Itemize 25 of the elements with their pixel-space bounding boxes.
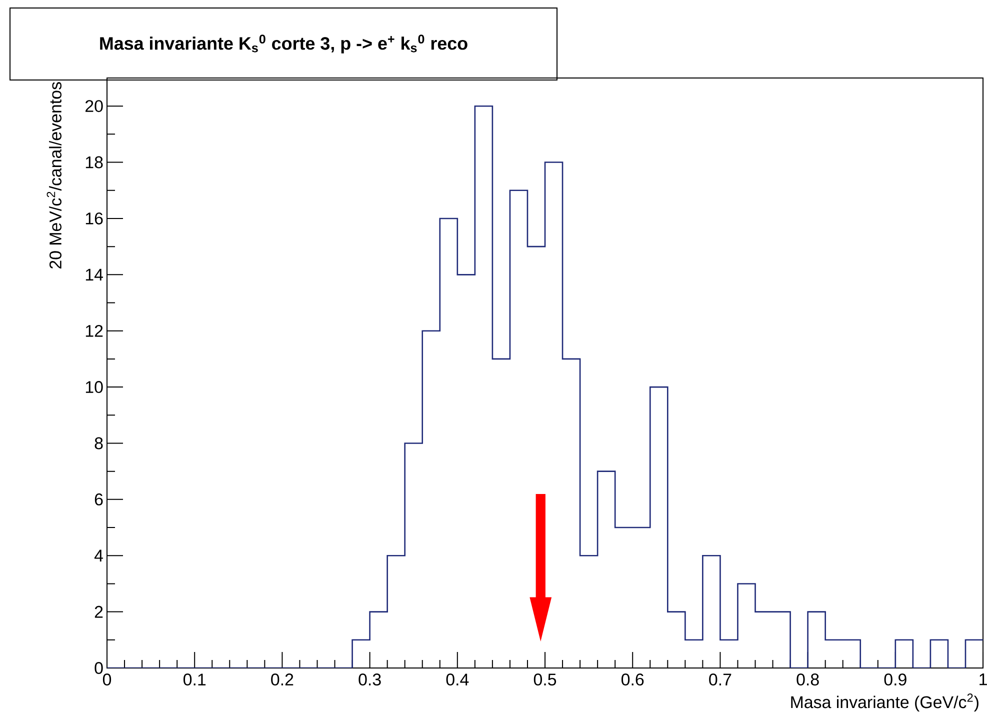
y-tick-label: 18	[86, 156, 103, 168]
y-tick-label: 16	[86, 212, 103, 224]
y-tick-label: 10	[86, 381, 103, 394]
y-axis-title: 20 MeV/c$^{2}$/canal/eventos	[46, 82, 62, 269]
y-tick-label: 0	[94, 662, 103, 674]
y-tick-label: 2	[94, 606, 103, 618]
y-tick-label: 12	[86, 324, 103, 337]
y-tick-label: 4	[94, 550, 103, 562]
x-axis-title: Masa invariante (GeV/c$^{2}$)	[791, 694, 978, 712]
y-tick-label: 8	[94, 437, 103, 450]
y-tick-label: 20	[86, 100, 103, 112]
x-tick-label: 0.4	[446, 674, 469, 686]
y-tick-label: 14	[86, 268, 103, 280]
x-tick-label: 0.2	[271, 674, 294, 686]
x-tick-label: 0.5	[534, 674, 556, 686]
chart-title: Masa invariante K$_{s}$$^{0}$ corte 3, p -> e$^{+}$ k$_{s}$$^{0}$ reco	[100, 34, 468, 54]
y-tick-label: 6	[94, 493, 103, 506]
x-tick-label: 0.1	[183, 674, 206, 686]
x-tick-label: 0	[102, 674, 112, 686]
x-tick-label: 1	[980, 674, 987, 686]
x-tick-label: 0.3	[358, 674, 381, 686]
x-tick-label: 0.8	[796, 674, 819, 686]
x-tick-label: 0.6	[621, 674, 644, 686]
x-tick-label: 0.9	[884, 674, 906, 686]
x-tick-label: 0.7	[709, 674, 732, 686]
